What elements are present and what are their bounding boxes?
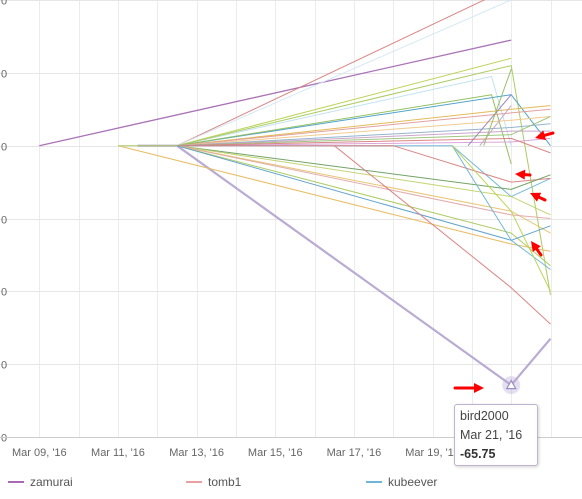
grid [0, 0, 582, 438]
y-tick-label: 0 [1, 142, 7, 154]
series-line-20 [177, 146, 551, 215]
x-tick-label: Mar 19, '16 [405, 447, 460, 459]
series-line-32 [484, 69, 512, 146]
x-tick-label: Mar 11, '16 [91, 447, 145, 459]
legend-swatch-kubeever [366, 481, 382, 483]
series-line-19 [177, 146, 551, 190]
series-line-6 [177, 66, 551, 295]
red-arrow-head [515, 170, 525, 180]
chart-legend: zamurai tomb1 kubeever [0, 472, 582, 492]
y-tick-label: 0 [1, 0, 7, 8]
x-tick-label: Mar 13, '16 [169, 447, 224, 459]
red-arrow-head [474, 383, 484, 393]
legend-item-kubeever[interactable]: kubeever [366, 472, 437, 492]
legend-label-zamurai: zamurai [30, 475, 73, 489]
series-line-27 [334, 146, 550, 324]
series-line-0 [138, 146, 551, 385]
legend-item-tomb1[interactable]: tomb1 [186, 472, 241, 492]
x-tick-label: Mar 09, '16 [12, 447, 67, 459]
chart-tooltip: bird2000 Mar 21, '16 -65.75 [454, 404, 538, 466]
axes: 0 0 0 0 0 0 0 Mar 09, '16 Mar 11, '16 Mar 13, '16… [0, 0, 582, 459]
series-line-22 [177, 146, 551, 266]
y-tick-label: 0 [1, 360, 7, 372]
y-tick-label: 0 [1, 287, 7, 299]
tooltip-value: -65.75 [460, 445, 537, 464]
legend-label-tomb1: tomb1 [208, 475, 241, 489]
legend-item-zamurai[interactable]: zamurai [8, 472, 73, 492]
series-layer [39, 0, 550, 385]
series-line-29 [452, 146, 550, 292]
series-line-2 [177, 0, 492, 146]
red-arrow-shaft [537, 249, 541, 255]
series-line-4 [177, 77, 511, 146]
x-tick-label: Mar 15, '16 [248, 447, 303, 459]
marker-layer [502, 376, 520, 394]
legend-swatch-tomb1 [186, 481, 202, 483]
x-tick-label: Mar 17, '16 [327, 447, 382, 459]
tooltip-series-name: bird2000 [460, 407, 537, 426]
legend-label-kubeever: kubeever [388, 475, 437, 489]
y-tick-label: 0 [1, 215, 7, 227]
y-tick-label: 0 [1, 433, 7, 445]
tooltip-date: Mar 21, '16 [460, 426, 537, 445]
y-tick-label: 0 [1, 69, 7, 81]
series-line-18 [177, 146, 551, 182]
legend-swatch-zamurai [8, 481, 24, 483]
red-arrow-shaft [539, 197, 545, 200]
